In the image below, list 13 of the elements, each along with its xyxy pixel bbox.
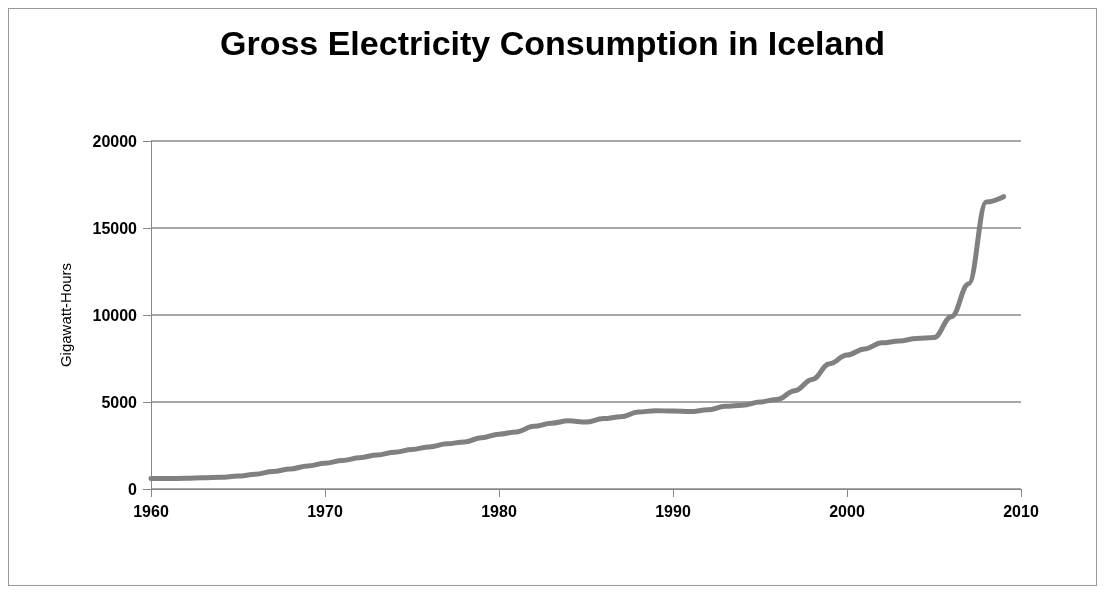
- x-tick-label: 2010: [1003, 502, 1039, 520]
- y-tick-label: 10000: [92, 306, 138, 324]
- y-tick-label: 15000: [92, 219, 138, 237]
- x-tick-label: 1960: [133, 502, 169, 520]
- x-tick-label: 2000: [829, 502, 865, 520]
- x-tick-label: 1980: [481, 502, 517, 520]
- chart-title: Gross Electricity Consumption in Iceland: [219, 24, 886, 62]
- x-tick-label: 1990: [655, 502, 691, 520]
- x-tick-label: 1970: [307, 502, 343, 520]
- y-tick-label: 20000: [92, 132, 138, 150]
- y-tick-label: 5000: [101, 393, 138, 411]
- y-axis-title: Gigawatt-Hours: [57, 262, 74, 368]
- y-tick-label: 0: [128, 480, 138, 498]
